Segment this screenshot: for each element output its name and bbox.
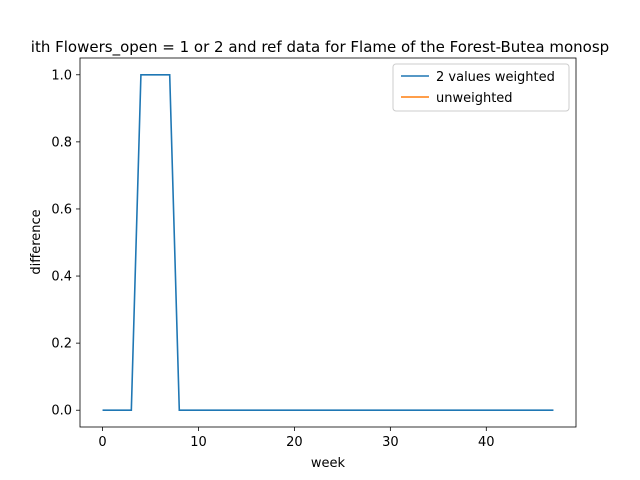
y-tick-label: 0.0	[51, 404, 72, 419]
x-tick-label: 20	[286, 435, 303, 450]
x-tick-label: 0	[98, 435, 106, 450]
legend-label-unweighted: unweighted	[436, 91, 513, 106]
chart-title: ith Flowers_open = 1 or 2 and ref data f…	[31, 38, 609, 57]
plot-area	[102, 73, 554, 412]
y-tick-label: 0.8	[51, 135, 72, 150]
axes-frame	[79, 57, 577, 428]
legend-label-weighted: 2 values weighted	[436, 70, 555, 85]
y-tick-label: 1.0	[51, 68, 72, 83]
y-tick-label: 0.4	[51, 270, 72, 285]
legend-box	[392, 63, 570, 112]
x-axis-ticks: 0 10 20 30 40	[98, 427, 495, 450]
x-tick-label: 40	[478, 435, 495, 450]
y-tick-label: 0.2	[51, 337, 72, 352]
x-axis-label: week	[311, 456, 346, 471]
x-tick-label: 10	[190, 435, 207, 450]
y-axis-ticks: 0.0 0.2 0.4 0.6 0.8 1.0	[51, 68, 80, 419]
y-tick-label: 0.6	[51, 202, 72, 217]
x-tick-label: 30	[382, 435, 399, 450]
legend: 2 values weighted unweighted	[392, 63, 570, 112]
series-line-0	[102, 73, 554, 412]
y-axis-label: difference	[29, 209, 44, 274]
